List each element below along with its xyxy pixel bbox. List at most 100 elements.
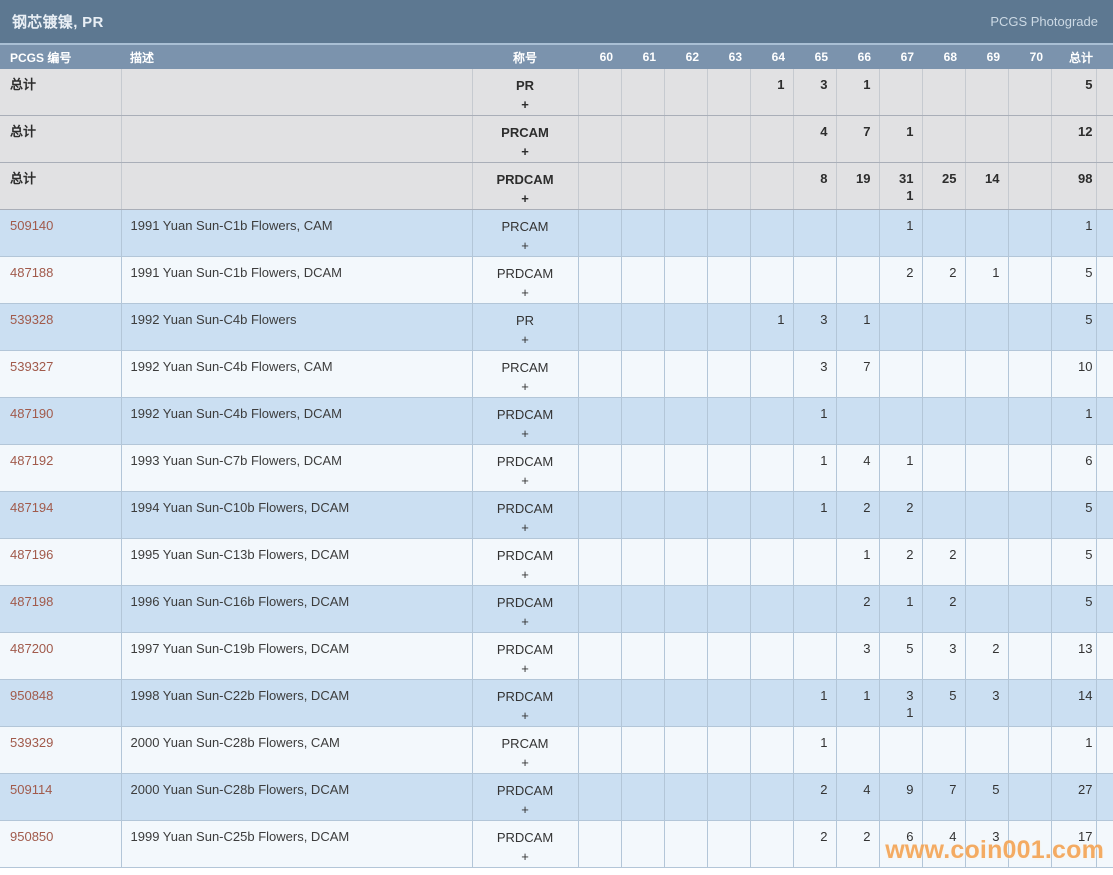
grade-count-cell: 1: [793, 397, 837, 445]
table-header: PCGS 编号 描述 称号 60 61 62 63 64 65 66 67 68 69 70 总计: [0, 45, 1113, 69]
grade-count-cell: [922, 726, 966, 774]
header-designation: 称号: [472, 45, 578, 69]
designation-label: PR: [515, 78, 535, 93]
pcgs-number-link[interactable]: 487188: [0, 256, 122, 304]
designation-plus: +: [521, 238, 529, 253]
grade-count-cell: [578, 162, 622, 210]
grade-count-cell: [707, 256, 751, 304]
grade-count-cell: 1: [793, 679, 837, 727]
row-total: 6: [1051, 444, 1097, 492]
pcgs-number-link[interactable]: 487200: [0, 632, 122, 680]
grade-count-cell: [1008, 397, 1052, 445]
row-total: 5: [1051, 256, 1097, 304]
grade-count: 19: [856, 171, 871, 186]
grade-count-cell: [965, 585, 1009, 633]
grade-count-cell: [664, 538, 708, 586]
grade-count-cell: [664, 726, 708, 774]
pcgs-number-link[interactable]: 509114: [0, 773, 122, 821]
grade-count-cell: 4: [793, 115, 837, 163]
coin-description: 2000 Yuan Sun-C28b Flowers, CAM: [121, 726, 473, 774]
row-total: 5: [1051, 491, 1097, 539]
grade-count-cell: 2: [793, 820, 837, 868]
grade-count-cell: [965, 350, 1009, 398]
header-grade-67: 67: [879, 45, 922, 69]
designation-label: PRDCAM: [496, 266, 554, 281]
designation-label: PRCAM: [501, 125, 549, 140]
coin-description: 2000 Yuan Sun-C28b Flowers, DCAM: [121, 773, 473, 821]
designation-label: PRDCAM: [496, 548, 554, 563]
grade-count-cell: 19: [836, 162, 880, 210]
grade-count: 1: [906, 453, 914, 468]
row-total: 5: [1051, 303, 1097, 351]
pcgs-number-link[interactable]: 539327: [0, 350, 122, 398]
grade-count-cell: 4: [836, 773, 880, 821]
grade-count-cell: 1: [836, 303, 880, 351]
grade-count: 2: [906, 547, 914, 562]
table-row: 539329 2000 Yuan Sun-C28b Flowers, CAM PRC…: [0, 726, 1113, 774]
header-grade-61: 61: [621, 45, 664, 69]
pcgs-number-link[interactable]: 950850: [0, 820, 122, 868]
grade-count-cell: [836, 397, 880, 445]
grade-count-cell: 31 1: [879, 162, 923, 210]
grade-count-cell: [922, 69, 966, 116]
grade-count-cell: [922, 209, 966, 257]
pcgs-number-link[interactable]: 539329: [0, 726, 122, 774]
table-row: 950848 1998 Yuan Sun-C22b Flowers, DCAM PR…: [0, 679, 1113, 727]
grade-count: 3: [992, 829, 1000, 844]
row-spacer: [1096, 491, 1113, 539]
grade-count-cell: [1008, 726, 1052, 774]
pcgs-number-link[interactable]: 539328: [0, 303, 122, 351]
grade-count: 1: [906, 124, 914, 139]
grade-count-cell: [664, 679, 708, 727]
designation-label: PRDCAM: [496, 830, 554, 845]
grade-count-cell: 25: [922, 162, 966, 210]
grade-count-cell: [578, 491, 622, 539]
table-row: 487194 1994 Yuan Sun-C10b Flowers, DCAM PR…: [0, 491, 1113, 539]
designation-label: PRCAM: [501, 219, 549, 234]
grade-count-cell: [836, 256, 880, 304]
designation-plus: +: [521, 191, 529, 206]
pcgs-number-link[interactable]: 487194: [0, 491, 122, 539]
grade-count: 1: [992, 265, 1000, 280]
grade-count-cell: [578, 444, 622, 492]
designation-cell: PRDCAM +: [472, 538, 579, 586]
pcgs-photograde-link[interactable]: PCGS Photograde: [990, 14, 1098, 29]
pcgs-number-link[interactable]: 487196: [0, 538, 122, 586]
grade-count-cell: [707, 162, 751, 210]
designation-cell: PRDCAM +: [472, 632, 579, 680]
pcgs-number-link[interactable]: 950848: [0, 679, 122, 727]
grade-count-cell: [664, 773, 708, 821]
designation-plus: +: [521, 755, 529, 770]
grade-count: 1: [906, 594, 914, 609]
pcgs-number-link[interactable]: 487198: [0, 585, 122, 633]
grade-count-cell: [621, 444, 665, 492]
grade-count-cell: [1008, 632, 1052, 680]
header-grade-66: 66: [836, 45, 879, 69]
grade-count-cell: [578, 209, 622, 257]
grade-count-cell: [707, 397, 751, 445]
grade-count: 4: [863, 782, 871, 797]
table-row: 487188 1991 Yuan Sun-C1b Flowers, DCAM PRD…: [0, 256, 1113, 304]
grade-count-cell: [750, 209, 794, 257]
grade-count-cell: 1: [793, 491, 837, 539]
grade-count: 7: [863, 124, 871, 139]
grade-count: 2: [863, 829, 871, 844]
grade-count-cell: [965, 726, 1009, 774]
grade-count-cell: [750, 538, 794, 586]
grade-count: 7: [949, 782, 957, 797]
grade-count-cell: [578, 303, 622, 351]
pcgs-number-link[interactable]: 487190: [0, 397, 122, 445]
coin-description: 1994 Yuan Sun-C10b Flowers, DCAM: [121, 491, 473, 539]
pcgs-number-link[interactable]: 487192: [0, 444, 122, 492]
row-total: 1: [1051, 209, 1097, 257]
grade-count-cell: 2: [793, 773, 837, 821]
grade-count-cell: [621, 820, 665, 868]
grade-count-cell: [621, 491, 665, 539]
grade-count-cell: 1: [793, 726, 837, 774]
grade-count-cell: 7: [922, 773, 966, 821]
row-total: 12: [1051, 115, 1097, 163]
designation-plus: +: [521, 97, 529, 112]
designation-label: PRDCAM: [496, 501, 554, 516]
pcgs-number-link[interactable]: 509140: [0, 209, 122, 257]
grade-count: 2: [949, 594, 957, 609]
